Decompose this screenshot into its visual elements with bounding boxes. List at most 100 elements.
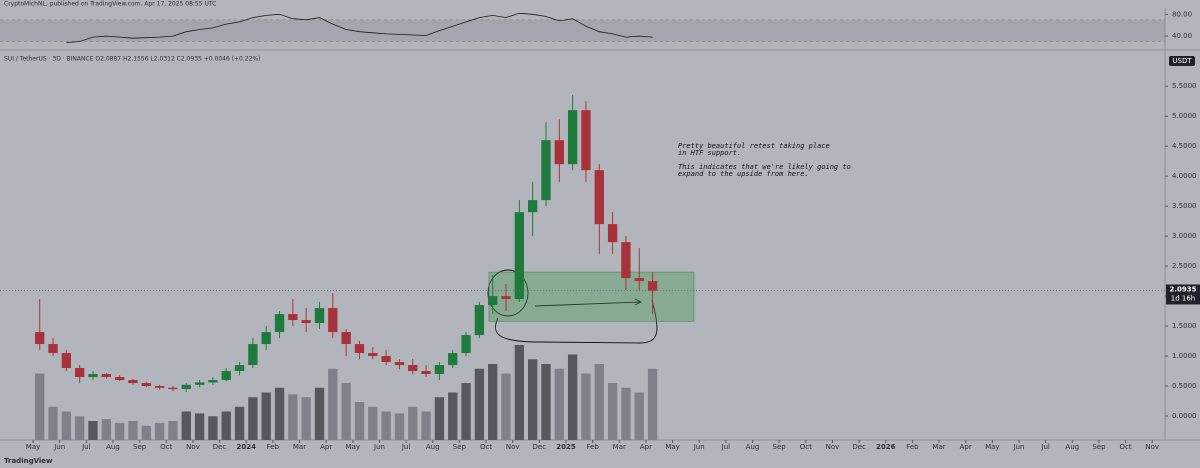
candle-body bbox=[434, 365, 445, 375]
volume-bar bbox=[48, 406, 58, 440]
x-tick-label: Oct bbox=[160, 443, 172, 451]
y-tick-label: 0.5000 bbox=[1172, 382, 1197, 390]
volume-bar bbox=[528, 359, 538, 440]
currency-badge bbox=[1169, 56, 1195, 66]
volume-bar bbox=[381, 411, 391, 440]
candle-body bbox=[394, 362, 405, 366]
candle-body bbox=[488, 296, 498, 306]
x-tick-label: Jun bbox=[53, 443, 65, 451]
x-tick-label: May bbox=[26, 443, 40, 451]
author-line: CryptoMichNL, published on TradingView.c… bbox=[4, 1, 216, 8]
volume-bar bbox=[341, 383, 351, 440]
candle-body bbox=[461, 335, 471, 354]
y-tick-label: 4.0000 bbox=[1172, 172, 1197, 180]
x-tick-label: Mar bbox=[293, 443, 306, 451]
candle-body bbox=[607, 224, 618, 243]
candle-body bbox=[208, 380, 218, 383]
y-tick-label: 3.0000 bbox=[1172, 232, 1197, 240]
y-tick-label: 5.5000 bbox=[1172, 82, 1197, 90]
candle-body bbox=[408, 365, 418, 372]
candle-body bbox=[234, 365, 245, 372]
volume-bar bbox=[101, 419, 111, 440]
x-tick-label: Dec bbox=[213, 443, 227, 451]
rsi-band bbox=[0, 19, 1165, 42]
candle-body bbox=[448, 353, 458, 366]
volume-bar bbox=[114, 422, 125, 440]
y-tick-label: 4.5000 bbox=[1172, 142, 1197, 150]
candle-body bbox=[368, 353, 378, 357]
candle-body bbox=[541, 140, 551, 201]
candle-body bbox=[221, 371, 231, 381]
x-tick-label: Jun bbox=[373, 443, 385, 451]
x-tick-label: Apr bbox=[320, 443, 332, 451]
x-tick-label: Sep bbox=[1092, 443, 1106, 451]
candle-body bbox=[421, 371, 431, 375]
annotation-text: expand to the upside from here. bbox=[678, 170, 809, 178]
volume-bar bbox=[288, 394, 298, 440]
candle-body bbox=[75, 368, 85, 378]
candle-body bbox=[314, 308, 325, 324]
x-tick-label: Aug bbox=[1065, 443, 1079, 451]
volume-bar bbox=[607, 383, 618, 440]
volume-bar bbox=[221, 411, 231, 440]
x-tick-label: Dec bbox=[533, 443, 547, 451]
x-tick-label: Feb bbox=[267, 443, 280, 451]
x-tick-label: Apr bbox=[960, 443, 972, 451]
volume-bar bbox=[208, 416, 218, 440]
x-tick-label: Oct bbox=[800, 443, 812, 451]
candle-body bbox=[647, 281, 658, 291]
candle-body bbox=[581, 110, 591, 171]
x-tick-label: 2025 bbox=[556, 443, 576, 451]
x-tick-label: May bbox=[665, 443, 679, 451]
y-tick-label: 0.0000 bbox=[1172, 412, 1197, 420]
x-tick-label: May bbox=[346, 443, 360, 451]
candle-body bbox=[194, 382, 205, 385]
candle-body bbox=[621, 242, 631, 279]
volume-bar bbox=[154, 422, 165, 440]
volume-bar bbox=[488, 364, 498, 440]
candle-body bbox=[248, 344, 258, 366]
x-tick-label: Mar bbox=[613, 443, 626, 451]
x-tick-label: Jul bbox=[721, 443, 731, 451]
candle-body bbox=[514, 212, 525, 300]
candle-body bbox=[341, 332, 351, 345]
volume-bar bbox=[634, 392, 644, 440]
x-tick-label: Jul bbox=[401, 443, 411, 451]
volume-bar bbox=[234, 406, 245, 440]
annotation-text: in HTF support. bbox=[678, 149, 741, 157]
x-tick-label: Oct bbox=[480, 443, 492, 451]
countdown: 1d 16h bbox=[1171, 294, 1195, 302]
volume-bar bbox=[274, 387, 285, 440]
volume-bar bbox=[61, 411, 72, 440]
candle-body bbox=[528, 200, 538, 213]
volume-bar bbox=[567, 354, 578, 440]
currency: USDT bbox=[1172, 57, 1192, 65]
x-tick-label: Feb bbox=[586, 443, 599, 451]
volume-bar bbox=[314, 387, 325, 440]
volume-bar bbox=[354, 402, 365, 440]
arrow bbox=[534, 298, 643, 307]
volume-bar bbox=[181, 411, 191, 440]
x-tick-label: Mar bbox=[932, 443, 945, 451]
volume-bar bbox=[128, 421, 138, 440]
x-tick-label: Nov bbox=[1145, 443, 1159, 451]
volume-bar bbox=[248, 397, 258, 440]
volume-bar bbox=[261, 392, 271, 440]
candle-body bbox=[35, 332, 45, 345]
volume-bar bbox=[194, 413, 205, 440]
candle-body bbox=[114, 377, 125, 381]
candle-body bbox=[328, 308, 338, 333]
volume-bar bbox=[594, 364, 604, 440]
candle-body bbox=[567, 110, 578, 165]
volume-bar bbox=[88, 421, 98, 440]
volume-bar bbox=[434, 397, 445, 440]
candle-body bbox=[634, 278, 644, 282]
candle-body bbox=[501, 296, 511, 300]
brand: TradingView bbox=[4, 457, 53, 465]
x-tick-label: Jul bbox=[81, 443, 91, 451]
last-price-badge bbox=[1166, 284, 1200, 305]
candle-body bbox=[288, 314, 298, 321]
rsi-line bbox=[66, 12, 653, 43]
